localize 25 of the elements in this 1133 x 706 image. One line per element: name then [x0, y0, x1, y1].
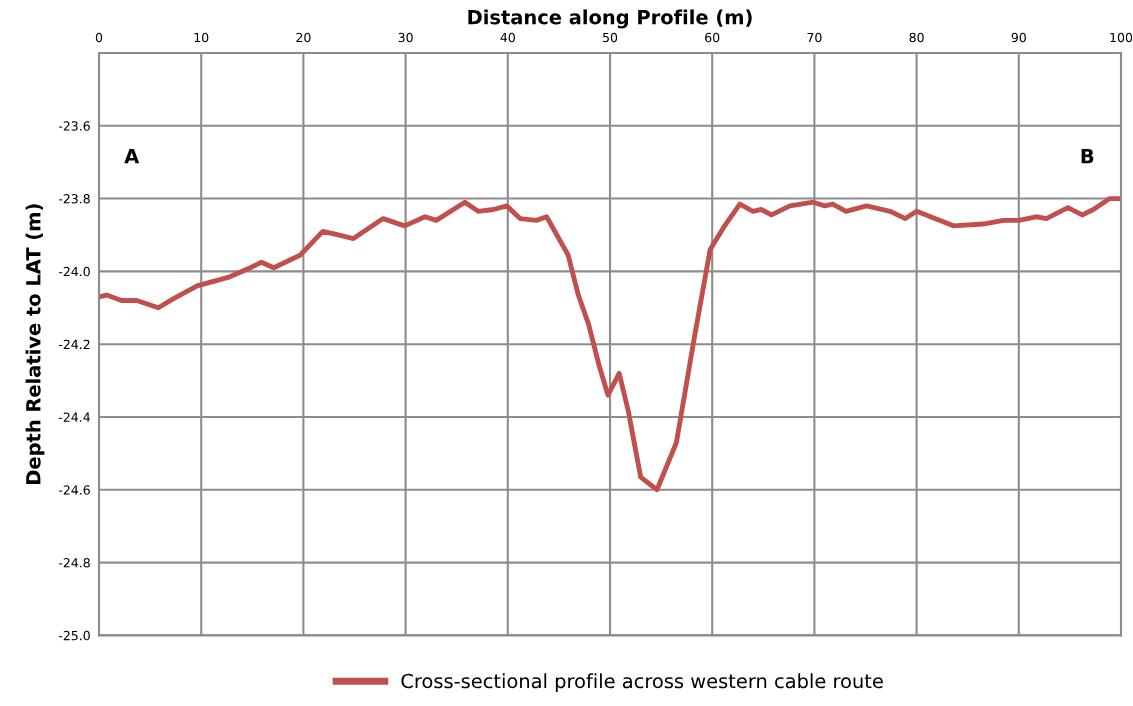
x-axis-title: Distance along Profile (m) [468, 9, 752, 29]
x-tick-label: 40 [500, 32, 515, 43]
y-tick-label: -23.8 [58, 194, 90, 204]
y-tick-label: -24.2 [58, 339, 90, 349]
x-tick-label: 80 [909, 32, 924, 43]
x-tick-label: 10 [194, 32, 209, 43]
x-tick-label: 30 [398, 32, 413, 43]
x-tick-label: 0 [95, 32, 103, 43]
x-tick-label: 60 [705, 32, 720, 43]
y-axis-title: Depth Relative to LAT (m) [25, 204, 45, 484]
x-tick-label: 70 [807, 32, 822, 43]
y-tick-label: -24.6 [58, 485, 90, 495]
x-tick-label: 100 [1110, 32, 1133, 43]
y-tick-label: -24.0 [58, 266, 90, 277]
line-series [99, 196, 1121, 493]
x-tick-label: 50 [603, 32, 618, 43]
annotation: A [124, 148, 140, 164]
annotation: B [1081, 148, 1094, 164]
legend-label: Cross-sectional profile across western cable route [401, 673, 883, 693]
y-tick-label: -24.8 [58, 558, 90, 568]
x-tick-label: 20 [296, 32, 311, 43]
y-tick-label: -23.6 [58, 121, 90, 131]
y-tick-label: -25.0 [58, 630, 90, 641]
x-tick-label: 90 [1011, 32, 1026, 43]
y-tick-label: -24.4 [58, 412, 90, 422]
